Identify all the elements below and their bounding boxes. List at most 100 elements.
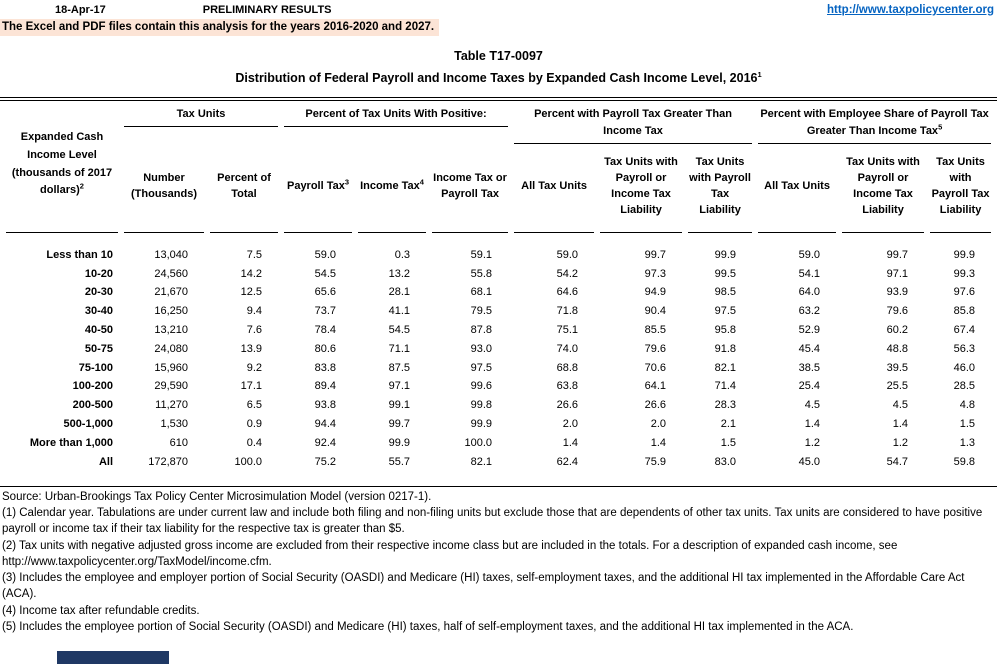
table-cell: 93.0 <box>470 342 493 355</box>
table-cell: 82.1 <box>470 455 493 468</box>
group-label-text: Percent with Employee Share of Payroll T… <box>760 108 989 138</box>
table-cell: 78.4 <box>314 324 337 337</box>
table-row: 20-30 21,670 12.5 65.6 28.1 68.1 64.6 94.9 98.5 6… <box>6 281 991 300</box>
column-header-payroll-tax: Payroll Tax3 <box>284 144 353 234</box>
table-row: 50-75 24,080 13.9 80.6 71.1 93.0 74.0 79.6 91.8 4… <box>6 337 991 356</box>
table-cell: 4.5 <box>892 399 909 412</box>
column-header-units-payroll-or-income-liability-2: Tax Units with Payroll or Income Tax Lia… <box>842 144 925 234</box>
table-cell: 54.1 <box>798 267 821 280</box>
group-label-text: Percent with Payroll Tax Greater Than In… <box>534 108 732 138</box>
group-label-text: Tax Units <box>176 108 226 120</box>
preliminary-results-label: PRELIMINARY RESULTS <box>202 4 332 16</box>
table-cell: 1.5 <box>720 436 737 449</box>
analysis-note-banner: The Excel and PDF files contain this ana… <box>0 19 440 36</box>
column-header-units-payroll-liability-2: Tax Units with Payroll Tax Liability <box>930 144 992 234</box>
column-header-all-tax-units-1: All Tax Units <box>514 144 595 234</box>
row-label: 100-200 <box>72 380 113 393</box>
table-cell: 64.0 <box>798 286 821 299</box>
table-cell: 28.1 <box>388 286 411 299</box>
table-cell: 75.1 <box>556 324 579 337</box>
table-cell: 28.3 <box>714 399 737 412</box>
column-header-all-tax-units-2: All Tax Units <box>758 144 837 234</box>
table-row: 200-500 11,270 6.5 93.8 99.1 99.8 26.6 26.6 28.3… <box>6 393 991 412</box>
table-cell: 83.8 <box>314 361 337 374</box>
table-cell: 55.7 <box>388 455 411 468</box>
column-header-units-payroll-or-income-liability-1: Tax Units with Payroll or Income Tax Lia… <box>600 144 683 234</box>
table-cell: 99.7 <box>388 418 411 431</box>
footnote-2: (2) Tax units with negative adjusted gro… <box>2 539 898 568</box>
table-cell: 59.0 <box>556 248 579 261</box>
source-note: Source: Urban-Brookings Tax Policy Cente… <box>2 490 432 503</box>
table-cell: 13.2 <box>388 267 411 280</box>
row-label: 20-30 <box>84 286 113 299</box>
table-cell: 100.0 <box>234 455 263 468</box>
table-cell: 79.6 <box>644 342 667 355</box>
table-cell: 1.5 <box>959 418 976 431</box>
column-header-income-tax: Income Tax4 <box>358 144 427 234</box>
table-body: Less than 10 13,040 7.5 59.0 0.3 59.1 59.0 99.7… <box>6 233 991 469</box>
income-level-footnote-marker: 2 <box>79 181 84 191</box>
table-cell: 4.5 <box>804 399 821 412</box>
table-cell: 1.2 <box>892 436 909 449</box>
table-cell: 93.8 <box>314 399 337 412</box>
footnote-1: (1) Calendar year. Tabulations are under… <box>2 506 983 536</box>
group-label-text: Percent of Tax Units With Positive: <box>305 108 487 120</box>
table-cell: 59.8 <box>953 455 976 468</box>
column-header-units-payroll-liability-1: Tax Units with Payroll Tax Liability <box>688 144 753 234</box>
table-row: 40-50 13,210 7.6 78.4 54.5 87.8 75.1 85.5 95.8 52… <box>6 318 991 337</box>
table-cell: 13,210 <box>154 324 188 337</box>
column-header-income-or-payroll: Income Tax or Payroll Tax <box>432 144 509 234</box>
table-cell: 95.8 <box>714 324 737 337</box>
table-cell: 610 <box>169 436 188 449</box>
table-cell: 100.0 <box>464 436 493 449</box>
table-cell: 7.6 <box>246 324 263 337</box>
table-cell: 90.4 <box>644 305 667 318</box>
table-cell: 56.3 <box>953 342 976 355</box>
row-label: 75-100 <box>78 361 113 374</box>
table-cell: 73.7 <box>314 305 337 318</box>
row-label: Less than 10 <box>46 248 113 261</box>
table-cell: 97.1 <box>388 380 411 393</box>
taxpolicycenter-link[interactable]: http://www.taxpolicycenter.org <box>827 4 994 16</box>
table-cell: 99.6 <box>470 380 493 393</box>
sheet-tab[interactable] <box>57 651 169 664</box>
table-cell: 6.5 <box>246 399 263 412</box>
table-cell: 99.1 <box>388 399 411 412</box>
table-cell: 2.0 <box>562 418 579 431</box>
table-row: More than 1,000 610 0.4 92.4 99.9 100.0 1.4 1.4… <box>6 431 991 450</box>
table-cell: 99.9 <box>953 248 976 261</box>
table-cell: 97.5 <box>714 305 737 318</box>
income-level-header-text: Expanded Cash Income Level (thousands of… <box>11 131 113 197</box>
table-cell: 54.2 <box>556 267 579 280</box>
column-header-number: Number (Thousands) <box>124 144 204 234</box>
table-cell: 24,080 <box>154 342 188 355</box>
column-header-row: Number (Thousands) Percent of Total Payr… <box>6 144 992 234</box>
table-cell: 7.5 <box>246 248 263 261</box>
table-cell: 54.7 <box>886 455 909 468</box>
table-cell: 75.9 <box>644 455 667 468</box>
table-cell: 45.0 <box>798 455 821 468</box>
table-cell: 54.5 <box>388 324 411 337</box>
row-label: 40-50 <box>84 324 113 337</box>
table-cell: 1.4 <box>892 418 909 431</box>
table-cell: 15,960 <box>154 361 188 374</box>
table-cell: 0.3 <box>394 248 411 261</box>
table-cell: 16,250 <box>154 305 188 318</box>
table-cell: 70.6 <box>644 361 667 374</box>
table-cell: 48.8 <box>886 342 909 355</box>
table-cell: 13.9 <box>240 342 263 355</box>
table-row: 100-200 29,590 17.1 89.4 97.1 99.6 63.8 64.1 71.… <box>6 375 991 394</box>
table-cell: 94.4 <box>314 418 337 431</box>
table-cell: 99.3 <box>953 267 976 280</box>
table-cell: 99.8 <box>470 399 493 412</box>
row-label: 30-40 <box>84 305 113 318</box>
table-cell: 1.2 <box>804 436 821 449</box>
table-cell: 2.1 <box>720 418 737 431</box>
table-cell: 172,870 <box>148 455 188 468</box>
table-cell: 64.1 <box>644 380 667 393</box>
table-title-text: Distribution of Federal Payroll and Inco… <box>235 71 758 85</box>
group-header-tax-units: Tax Units <box>124 101 279 144</box>
table-cell: 82.1 <box>714 361 737 374</box>
footnote-5: (5) Includes the employee portion of Soc… <box>2 621 854 634</box>
